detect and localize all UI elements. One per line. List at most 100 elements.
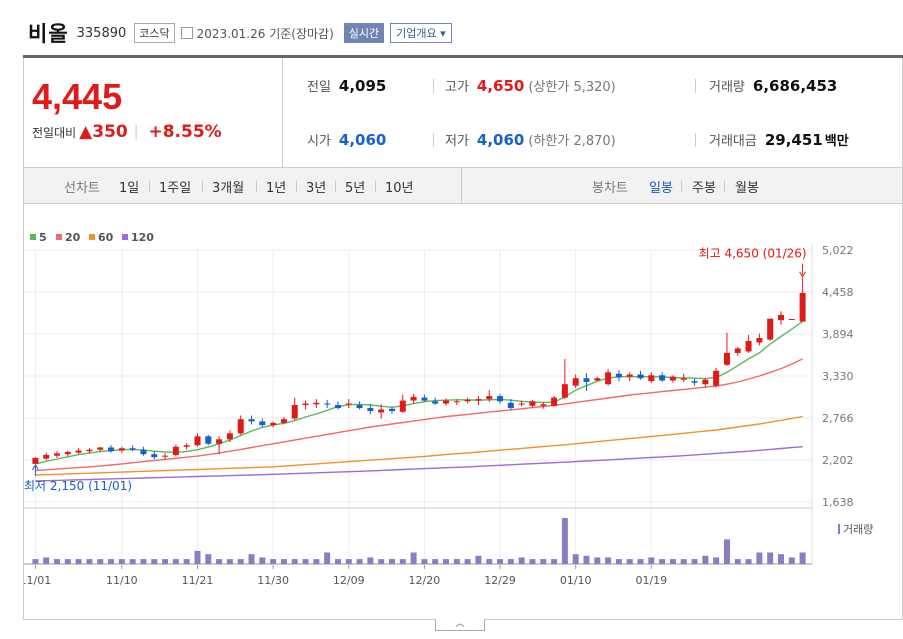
volume-bar	[453, 559, 460, 564]
candle-chart-label: 봉차트	[592, 181, 628, 196]
volume-bar	[140, 559, 147, 564]
candle-body	[367, 408, 374, 411]
volume-bar	[410, 552, 417, 564]
tab-1y[interactable]: 1년	[266, 181, 287, 196]
tab-1w[interactable]: 1주일	[159, 181, 192, 196]
calendar-icon	[180, 27, 193, 39]
realtime-button[interactable]: 실시간	[343, 23, 385, 43]
tab-1d[interactable]: 1일	[119, 181, 140, 196]
candle-body	[324, 403, 331, 405]
volume-bar	[388, 559, 395, 564]
y-tick-label: 1,638	[822, 496, 854, 509]
candle-body	[756, 338, 763, 343]
low-annotation: 최저 2,150 (11/01)	[24, 479, 132, 493]
collapse-toggle[interactable]: ︿	[435, 619, 485, 631]
volume-bar	[313, 559, 320, 564]
volume-bar	[659, 559, 666, 564]
volume-bar	[529, 559, 536, 564]
candle-body	[507, 402, 514, 409]
volume-bar	[680, 559, 687, 564]
volume-bar	[421, 559, 428, 564]
candle-body	[777, 314, 784, 321]
volume-bar	[518, 557, 525, 564]
price-box: 4,445 전일대비 ▲350 | +8.55%	[23, 58, 283, 168]
x-tick-label: 12/09	[333, 574, 365, 587]
volume-bar	[745, 559, 752, 564]
candle-body	[183, 445, 190, 447]
stat-open: 시가 4,060	[307, 131, 387, 149]
volume-bar	[216, 559, 223, 564]
header-divider	[23, 55, 903, 58]
candle-body	[205, 436, 212, 444]
candle-body	[226, 433, 233, 440]
tab-monthly[interactable]: 월봉	[735, 181, 759, 196]
up-arrow-icon: ▲	[79, 122, 93, 142]
volume-bar	[594, 557, 601, 564]
base-date: 2023.01.26 기준(장마감)	[196, 26, 334, 41]
candle-body	[43, 454, 50, 459]
candle-body	[216, 439, 223, 444]
candle-body	[648, 375, 655, 382]
candle-body	[723, 352, 730, 365]
line-chart-label: 선차트	[64, 181, 100, 196]
market-badge: 코스닥	[134, 23, 175, 43]
candle-body	[399, 400, 406, 412]
volume-bar	[324, 552, 331, 564]
tab-10y[interactable]: 10년	[385, 181, 414, 196]
candle-body	[54, 453, 61, 456]
legend-swatch-5	[30, 234, 36, 240]
volume-bar	[626, 559, 633, 564]
candle-body	[334, 405, 341, 409]
tab-3m[interactable]: 3개월	[212, 181, 245, 196]
volume-bar	[291, 559, 298, 564]
x-tick-label: 11/30	[257, 574, 289, 587]
legend-swatch-20	[56, 234, 62, 240]
candle-body	[659, 375, 666, 381]
volume-bar	[118, 559, 125, 564]
candle-body	[388, 408, 395, 411]
candle-body	[637, 374, 644, 379]
candle-body	[691, 381, 698, 383]
tab-3y[interactable]: 3년	[306, 181, 327, 196]
candle-body	[259, 421, 266, 426]
volume-bar	[108, 559, 115, 564]
ma20-line	[35, 358, 803, 472]
company-overview-button[interactable]: 기업개요 ▾	[390, 23, 452, 43]
ma5-line	[35, 321, 803, 465]
tab-5y[interactable]: 5년	[345, 181, 366, 196]
volume-bar	[572, 554, 579, 564]
volume-bar	[497, 559, 504, 564]
high-annotation: 최고 4,650 (01/26)	[699, 247, 807, 261]
ma60-line	[35, 415, 803, 476]
candle-body	[162, 455, 169, 457]
chevron-up-icon: ︿	[455, 619, 465, 629]
candle-body	[345, 403, 352, 405]
change-label: 전일대비	[32, 125, 77, 140]
y-tick-label: 4,458	[822, 286, 854, 299]
tab-daily[interactable]: 일봉	[649, 181, 673, 196]
legend-label-60: 60	[98, 231, 114, 244]
high-arrow-icon	[799, 271, 807, 278]
volume-bar	[767, 552, 774, 564]
stock-chart: 5 20 60 120 5,022 4,458 3,894 3,330 2,766 2,202 1,…	[20, 231, 874, 587]
tab-weekly[interactable]: 주봉	[692, 181, 716, 196]
candle-body	[64, 451, 71, 455]
candle-body	[561, 384, 568, 398]
volume-bar	[302, 559, 309, 564]
volume-bar	[32, 559, 39, 564]
volume-bar	[734, 559, 741, 564]
volume-bar	[399, 559, 406, 564]
candle-body	[615, 373, 622, 378]
volume-bar	[129, 559, 136, 564]
volume-bar	[561, 518, 568, 564]
candle-body	[248, 419, 255, 422]
x-tick-label: 12/20	[409, 574, 441, 587]
x-tick-label: 01/10	[560, 574, 592, 587]
candle-body	[475, 399, 482, 401]
y-tick-label: 5,022	[822, 244, 854, 257]
volume-bar	[799, 552, 806, 564]
tabs-divider	[461, 168, 462, 204]
candle-body	[626, 374, 633, 377]
candle-body	[140, 449, 147, 455]
candle-body	[118, 448, 125, 451]
